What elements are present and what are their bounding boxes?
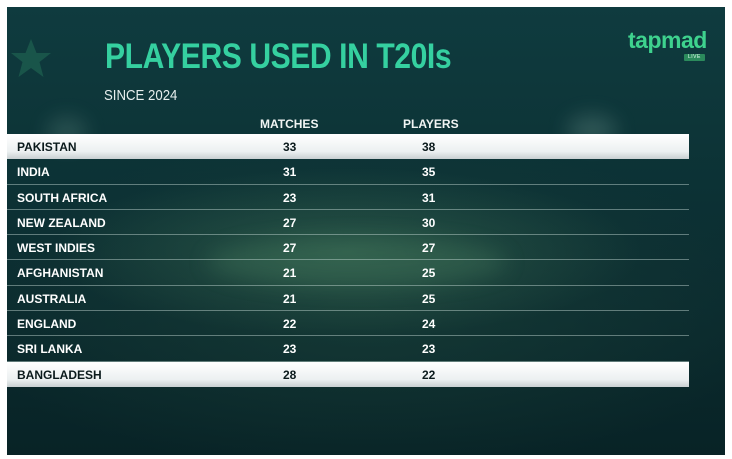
table-row: ENGLAND 22 24 [7, 311, 689, 337]
team-name: NEW ZEALAND [17, 215, 106, 230]
team-name: SRI LANKA [17, 342, 83, 357]
players-value: 27 [422, 241, 436, 256]
table-row: AFGHANISTAN 21 25 [7, 260, 689, 286]
players-value: 25 [422, 266, 436, 281]
column-header-players: PLAYERS [403, 117, 459, 131]
brand-logo: tapmad LIVE [628, 27, 718, 67]
players-value: 31 [422, 190, 436, 205]
players-value: 22 [422, 367, 436, 382]
team-name: BANGLADESH [17, 367, 102, 382]
table-row: SOUTH AFRICA 23 31 [7, 185, 689, 210]
team-name: INDIA [17, 165, 50, 180]
players-value: 25 [422, 291, 436, 306]
brand-name: tapmad [628, 27, 707, 53]
team-name: ENGLAND [17, 317, 77, 332]
table-row: AUSTRALIA 21 25 [7, 286, 689, 312]
players-value: 23 [422, 342, 436, 357]
team-name: SOUTH AFRICA [17, 190, 108, 205]
matches-value: 21 [283, 291, 297, 306]
matches-value: 21 [283, 266, 297, 281]
players-value: 38 [422, 140, 436, 154]
matches-value: 33 [283, 140, 297, 154]
players-value: 24 [422, 317, 436, 332]
table-row: NEW ZEALAND 27 30 [7, 210, 689, 236]
page-title: PLAYERS USED IN T20Is [105, 37, 452, 76]
stadium-light-glow [207, 237, 507, 287]
stats-table: PAKISTAN 33 38 INDIA 31 35 SOUTH AFRICA … [7, 134, 689, 387]
table-row: PAKISTAN 33 38 [7, 134, 689, 160]
players-value: 35 [422, 165, 436, 180]
page-subtitle: SINCE 2024 [104, 87, 178, 104]
matches-value: 23 [283, 190, 297, 205]
team-name: AUSTRALIA [17, 291, 87, 306]
live-badge: LIVE [684, 54, 705, 61]
table-row: BANGLADESH 28 22 [7, 361, 689, 387]
players-value: 30 [422, 215, 436, 230]
table-row: WEST INDIES 27 27 [7, 235, 689, 261]
matches-value: 22 [283, 317, 297, 332]
column-header-matches: MATCHES [260, 117, 319, 131]
table-row: INDIA 31 35 [7, 159, 689, 185]
team-name: AFGHANISTAN [17, 266, 104, 281]
table-row: SRI LANKA 23 23 [7, 336, 689, 362]
matches-value: 23 [283, 342, 297, 357]
matches-value: 31 [283, 165, 297, 180]
matches-value: 28 [283, 367, 297, 382]
team-name: WEST INDIES [17, 241, 96, 256]
matches-value: 27 [283, 215, 297, 230]
matches-value: 27 [283, 241, 297, 256]
team-name: PAKISTAN [17, 140, 77, 154]
pakistan-star-icon [11, 39, 51, 77]
graphic-frame: PLAYERS USED IN T20Is SINCE 2024 tapmad … [7, 7, 725, 455]
